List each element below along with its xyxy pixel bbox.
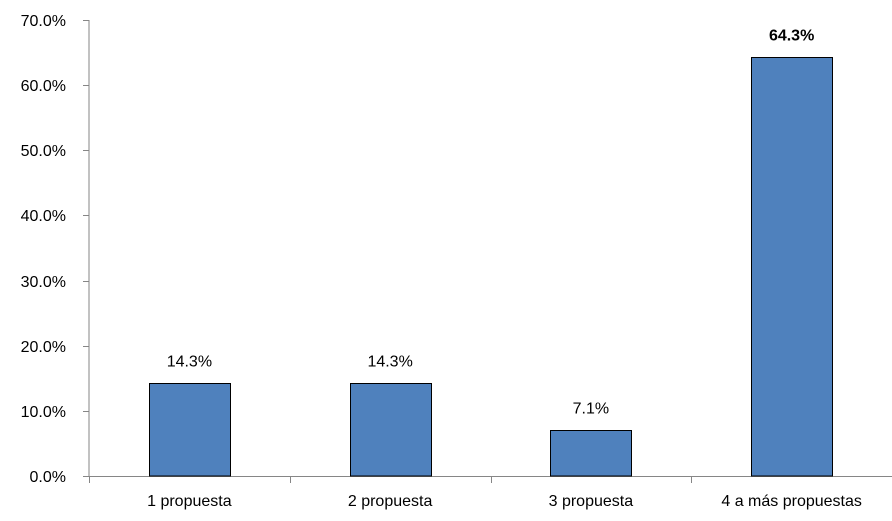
y-tick-label: 60.0%: [21, 78, 66, 95]
data-label: 14.3%: [167, 354, 212, 371]
bar: [751, 57, 833, 477]
data-labels: 14.3% 14.3% 7.1% 64.3%: [167, 28, 815, 418]
x-tick-label: 4 a más propuestas: [721, 493, 862, 510]
y-tick-label: 50.0%: [21, 143, 66, 160]
y-tick-label: 0.0%: [30, 469, 66, 486]
y-tick-label: 70.0%: [21, 13, 66, 30]
y-axis: 0.0% 10.0% 20.0% 30.0% 40.0% 50.0% 60.0% 70.0%: [21, 13, 90, 486]
data-label: 14.3%: [367, 354, 412, 371]
y-tick-label: 10.0%: [21, 404, 66, 421]
y-tick-label: 20.0%: [21, 339, 66, 356]
bar: [350, 383, 432, 477]
bar: [149, 383, 231, 477]
bar: [550, 430, 632, 477]
data-label: 7.1%: [573, 401, 609, 418]
x-tick-label: 2 propuesta: [348, 493, 433, 510]
x-axis: 1 propuesta 2 propuesta 3 propuesta 4 a más…: [83, 476, 892, 510]
x-tick-label: 3 propuesta: [549, 493, 634, 510]
bars: [149, 57, 833, 477]
y-tick-label: 40.0%: [21, 208, 66, 225]
x-tick-label: 1 propuesta: [147, 493, 232, 510]
data-label: 64.3%: [769, 28, 814, 45]
y-tick-label: 30.0%: [21, 274, 66, 291]
